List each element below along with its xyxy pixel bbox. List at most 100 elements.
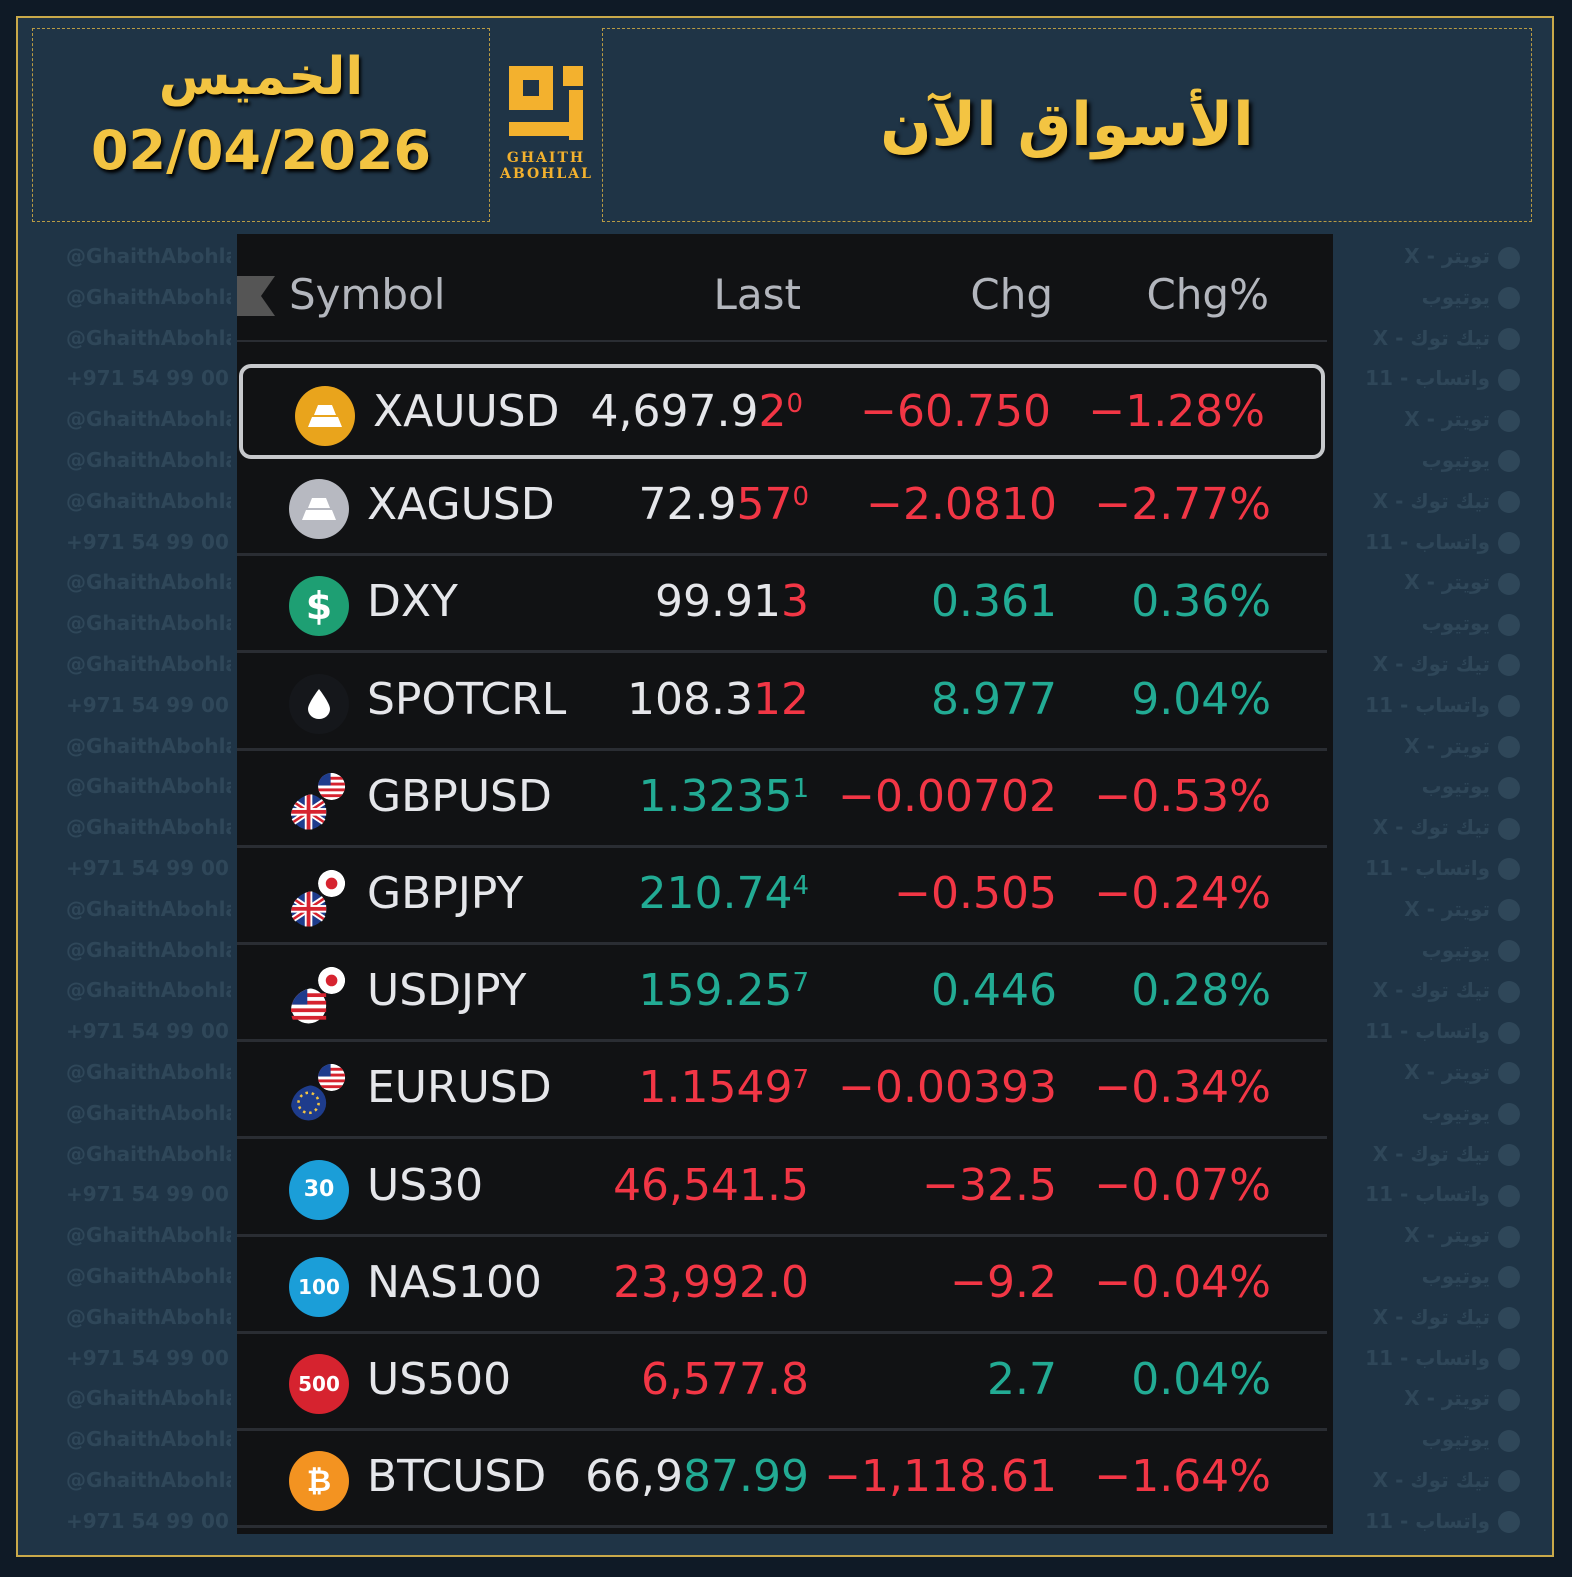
watermark-social: يوتيوب [1340, 440, 1520, 481]
twitter-icon [1498, 1225, 1520, 1248]
last-price: 1.32351 [638, 770, 809, 822]
youtube-icon [1498, 1103, 1520, 1126]
table-row[interactable]: XAUUSD 4,697.920 −60.750 −1.28% [239, 364, 1325, 459]
watermark-social: يوتيوب [1340, 1256, 1520, 1297]
watermark-text: @GhaithAbohlal [66, 651, 231, 676]
change-percent: −0.34% [1094, 1062, 1271, 1114]
table-row[interactable]: $ DXY 99.913 0.361 0.36% [237, 558, 1327, 654]
last-price: 159.257 [638, 965, 809, 1017]
table-row[interactable]: SPOTCRL 108.312 8.977 9.04% [237, 656, 1327, 751]
table-row[interactable]: GBPUSD 1.32351 −0.00702 −0.53% [237, 753, 1327, 848]
symbol-name: BTCUSD [367, 1451, 547, 1503]
last-price: 4,697.920 [590, 386, 804, 437]
watermark-social: يوتيوب [1340, 766, 1520, 807]
change-percent: −0.53% [1094, 770, 1271, 822]
symbol-name: EURUSD [367, 1062, 552, 1114]
change-percent: 9.04% [1131, 673, 1271, 725]
title-box: الأسواق الآن [602, 28, 1532, 222]
brand-logo: GHAITH ABOHLAL [500, 60, 592, 190]
silver-bar-icon [289, 479, 349, 540]
table-row[interactable]: GBPJPY 210.744 −0.505 −0.24% [237, 850, 1327, 945]
change-percent: −0.04% [1094, 1256, 1271, 1308]
table-row[interactable]: EURUSD 1.15497 −0.00393 −0.34% [237, 1044, 1327, 1140]
watermark-text: +971 54 99 00 [66, 1019, 229, 1044]
watermark-text: @GhaithAbohlal [66, 1263, 231, 1288]
last-price: 66,987.99 [585, 1451, 809, 1503]
twitter-icon [1498, 572, 1520, 595]
change-value: −0.505 [894, 868, 1057, 919]
watermark-text: @GhaithAbohlal [66, 1141, 231, 1166]
change-value: 0.361 [931, 576, 1057, 628]
gbp-usd-flags-icon [289, 771, 349, 831]
watermark-social: تويتر - X [1340, 889, 1520, 930]
youtube-icon [1498, 613, 1520, 636]
logo-mark-icon [509, 66, 583, 140]
watermark-text: @GhaithAbohlal [66, 978, 231, 1003]
watermark-social: تويتر - X [1340, 1052, 1520, 1093]
twitter-icon [1498, 409, 1520, 432]
watermark-text: +971 54 99 00 [66, 1508, 229, 1533]
watermark-social: تيك توك - X [1340, 1297, 1520, 1338]
watermark-social: تويتر - X [1340, 1215, 1520, 1256]
change-percent: −2.77% [1094, 479, 1271, 531]
watermark-social: تيك توك - X [1340, 1134, 1520, 1175]
watermark-social: واتساب - 11 [1340, 1501, 1520, 1536]
watermark-social: واتساب - 11 [1340, 685, 1520, 726]
change-percent: −1.64% [1094, 1451, 1271, 1503]
watermark-social: واتساب - 11 [1340, 848, 1520, 889]
watermark-text: @GhaithAbohlal [66, 284, 231, 309]
watermark-social: واتساب - 11 [1340, 1011, 1520, 1052]
watermark-text: @GhaithAbohlal [66, 1386, 231, 1411]
watermark-text: @GhaithAbohlal [66, 1100, 231, 1125]
gbp-jpy-flags-icon [289, 868, 349, 928]
tiktok-icon [1498, 980, 1520, 1003]
watermark-text: @GhaithAbohlal [66, 937, 231, 962]
table-row[interactable]: 30 US30 46,541.5 −32.5 −0.07% [237, 1142, 1327, 1237]
watermark-text: @GhaithAbohlal [66, 774, 231, 799]
day-label: الخميس [158, 47, 364, 107]
watermark-social: تيك توك - X [1340, 481, 1520, 522]
watermark-text: +971 54 99 00 [66, 1182, 229, 1207]
tiktok-icon [1498, 817, 1520, 840]
watermark-social: يوتيوب [1340, 603, 1520, 644]
watermark-right: تويتر - X يوتيوب تيك توك - X واتساب - 11 توي… [1340, 236, 1520, 1536]
watermark-social: واتساب - 11 [1340, 358, 1520, 399]
us500-icon: 500 [289, 1354, 349, 1414]
watermark-social: تيك توك - X [1340, 807, 1520, 848]
symbol-name: SPOTCRL [367, 673, 567, 725]
watermark-text: @GhaithAbohlal [66, 1304, 231, 1329]
watermark-text: @GhaithAbohlal [66, 325, 231, 350]
column-header-chgpct[interactable]: Chg% [1146, 270, 1269, 319]
column-header-last[interactable]: Last [713, 270, 802, 319]
watermark-social: تويتر - X [1340, 726, 1520, 767]
column-header-chg[interactable]: Chg [970, 270, 1053, 319]
tiktok-icon [1498, 1470, 1520, 1493]
table-row[interactable]: ₿ BTCUSD 66,987.99 −1,118.61 −1.64% [237, 1433, 1327, 1529]
table-row[interactable]: 500 US500 6,577.8 2.7 0.04% [237, 1336, 1327, 1431]
table-row[interactable]: XAGUSD 72.9570 −2.0810 −2.77% [237, 461, 1327, 557]
usd-jpy-flags-icon [289, 965, 349, 1025]
date-box: الخميس 02/04/2026 [32, 28, 490, 222]
symbol-name: GBPUSD [367, 770, 552, 822]
last-price: 99.913 [655, 576, 809, 628]
youtube-icon [1498, 450, 1520, 473]
youtube-icon [1498, 1266, 1520, 1289]
youtube-icon [1498, 776, 1520, 799]
watermark-social: واتساب - 11 [1340, 522, 1520, 563]
watermark-text: @GhaithAbohlal [66, 407, 231, 432]
watermark-social: تيك توك - X [1340, 318, 1520, 359]
tiktok-icon [1498, 491, 1520, 514]
watermark-social: يوتيوب [1340, 1093, 1520, 1134]
watermark-text: +971 54 99 00 [66, 855, 229, 880]
change-value: −32.5 [922, 1159, 1057, 1211]
column-header-symbol[interactable]: Symbol [289, 270, 446, 319]
whatsapp-icon [1498, 1511, 1520, 1534]
change-percent: −0.07% [1094, 1159, 1271, 1211]
table-row[interactable]: USDJPY 159.257 0.446 0.28% [237, 947, 1327, 1043]
symbol-name: XAGUSD [367, 479, 555, 531]
watermark-text: @GhaithAbohlal [66, 733, 231, 758]
change-value: 8.977 [931, 673, 1057, 725]
last-price: 6,577.8 [641, 1354, 809, 1405]
tiktok-icon [1498, 1144, 1520, 1167]
table-row[interactable]: 100 NAS100 23,992.0 −9.2 −0.04% [237, 1239, 1327, 1334]
